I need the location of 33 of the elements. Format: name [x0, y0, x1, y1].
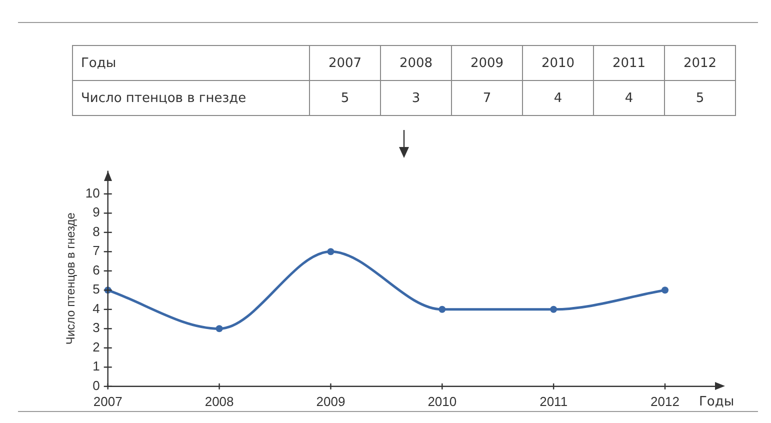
- text: 4: [624, 90, 634, 106]
- y-tick-label: 9: [92, 204, 100, 220]
- x-tick-label: 2008: [204, 394, 234, 409]
- y-tick-label: 8: [92, 224, 100, 239]
- y-tick-label: 1: [92, 358, 100, 374]
- text: 5: [340, 90, 350, 106]
- y-tick-label: 3: [92, 320, 100, 336]
- y-tick-label: 2: [92, 339, 100, 354]
- category-label: 2011: [612, 56, 646, 70]
- y-tick-label: 0: [92, 378, 100, 393]
- x-axis-title: Годы: [699, 394, 734, 410]
- x-tick-label: 2009: [316, 394, 346, 409]
- category-label: 2010: [541, 56, 575, 70]
- y-axis-title: Число птенцов в гнезде: [64, 212, 78, 345]
- x-tick-label: 2012: [650, 394, 680, 409]
- text: 5: [696, 90, 704, 106]
- y-tick-label: 4: [92, 300, 100, 316]
- category-label: 2007: [328, 56, 362, 70]
- category-label: 2008: [399, 56, 433, 70]
- y-tick-label: 5: [92, 282, 100, 297]
- x-tick-label: 2007: [93, 394, 122, 409]
- y-tick-label: 10: [85, 185, 100, 200]
- y-tick-label: 7: [92, 243, 100, 258]
- text: Число птенцов в гнезде: [81, 90, 246, 106]
- text: 7: [482, 90, 492, 106]
- category-label: 2012: [683, 56, 717, 70]
- text: 4: [554, 90, 562, 106]
- category-label: 2009: [470, 56, 504, 70]
- text: Годы: [81, 56, 116, 70]
- x-tick-label: 2010: [428, 394, 457, 409]
- x-tick-label: 2011: [540, 394, 568, 409]
- y-tick-label: 6: [92, 262, 100, 278]
- text: 3: [412, 90, 420, 106]
